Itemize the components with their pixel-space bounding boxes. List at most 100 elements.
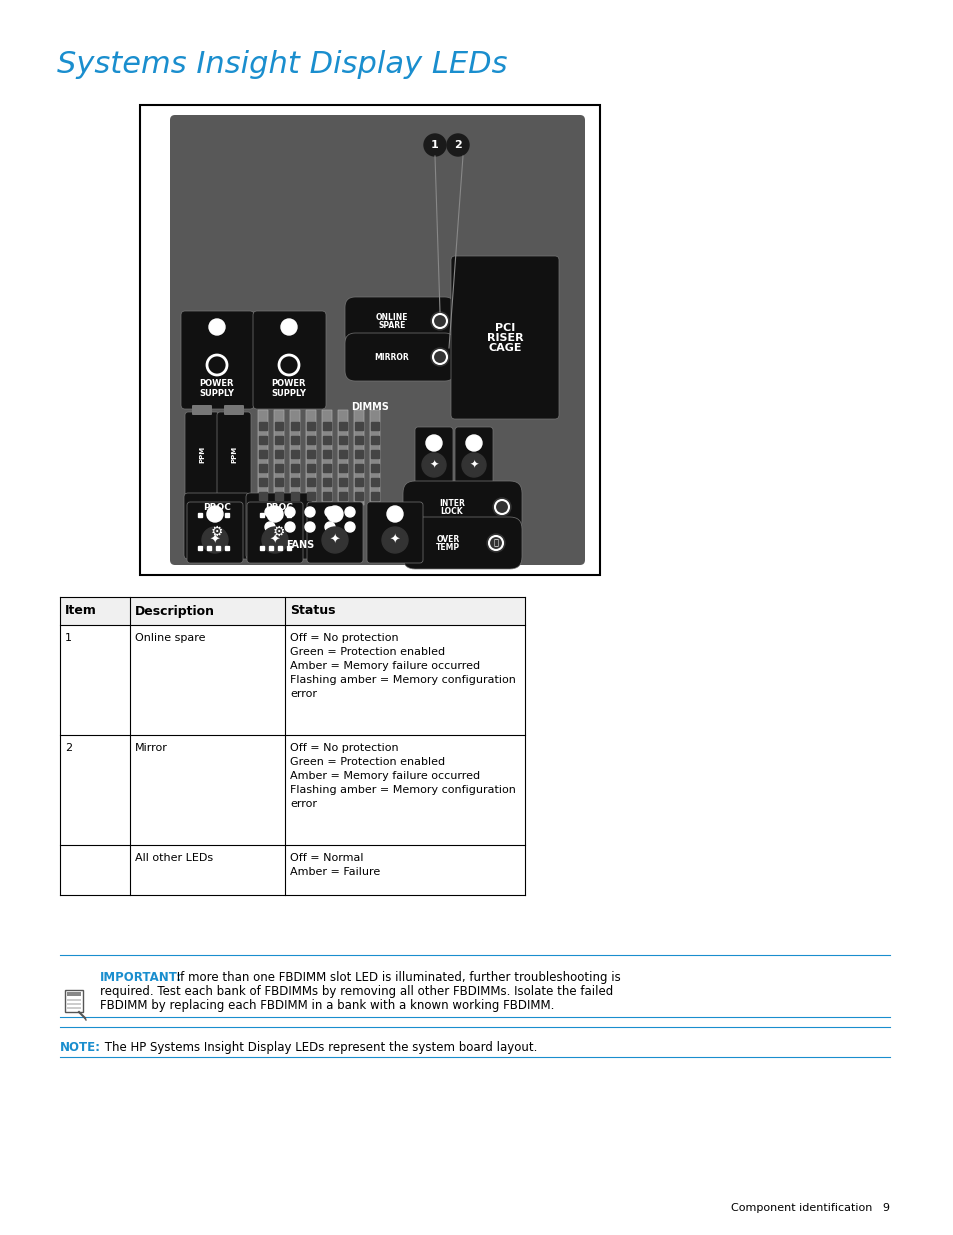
Bar	[258, 478, 267, 487]
Circle shape	[325, 522, 335, 532]
Text: ✦: ✦	[469, 459, 478, 471]
Circle shape	[285, 508, 294, 517]
Text: Systems Insight Display LEDs: Systems Insight Display LEDs	[57, 49, 507, 79]
Text: PPM: PPM	[231, 446, 236, 463]
Bar	[274, 422, 283, 430]
Text: Green = Protection enabled: Green = Protection enabled	[290, 757, 445, 767]
FancyBboxPatch shape	[451, 256, 558, 419]
FancyBboxPatch shape	[402, 480, 521, 534]
Text: Online spare: Online spare	[135, 634, 205, 643]
Bar	[258, 422, 267, 430]
Text: ✦: ✦	[270, 534, 280, 547]
Text: FANS: FANS	[286, 540, 314, 550]
Text: PCI: PCI	[495, 324, 515, 333]
Text: RISER: RISER	[486, 333, 523, 343]
FancyBboxPatch shape	[345, 296, 455, 345]
Bar	[291, 464, 298, 472]
Circle shape	[209, 319, 225, 335]
FancyBboxPatch shape	[274, 410, 284, 505]
Circle shape	[305, 522, 314, 532]
Text: OVER: OVER	[436, 535, 459, 543]
Bar	[371, 478, 378, 487]
Text: ONLINE: ONLINE	[375, 312, 408, 321]
Bar	[287, 546, 291, 550]
Text: FBDIMM by replacing each FBDIMM in a bank with a known working FBDIMM.: FBDIMM by replacing each FBDIMM in a ban…	[100, 999, 554, 1011]
Bar	[323, 422, 331, 430]
FancyBboxPatch shape	[345, 333, 455, 382]
Text: INTER: INTER	[438, 499, 464, 508]
Text: Status: Status	[290, 604, 335, 618]
Text: ✦: ✦	[210, 534, 220, 547]
Text: Green = Protection enabled: Green = Protection enabled	[290, 647, 445, 657]
Bar	[355, 422, 363, 430]
Bar	[291, 492, 298, 500]
Text: If more than one FBDIMM slot LED is illuminated, further troubleshooting is: If more than one FBDIMM slot LED is illu…	[172, 971, 620, 984]
Circle shape	[267, 506, 283, 522]
FancyBboxPatch shape	[322, 410, 332, 505]
Text: Off = Normal: Off = Normal	[290, 853, 363, 863]
Bar	[258, 464, 267, 472]
Text: ✦: ✦	[330, 534, 340, 547]
FancyBboxPatch shape	[192, 493, 212, 503]
Bar	[338, 450, 347, 458]
Bar	[371, 422, 378, 430]
Bar	[225, 546, 229, 550]
FancyBboxPatch shape	[307, 501, 363, 563]
Text: Component identification   9: Component identification 9	[730, 1203, 889, 1213]
Bar	[67, 1003, 81, 1005]
Bar	[307, 464, 314, 472]
Bar	[355, 492, 363, 500]
FancyBboxPatch shape	[185, 412, 219, 496]
Bar	[355, 436, 363, 445]
Text: ⚙: ⚙	[273, 525, 285, 538]
Bar	[260, 546, 264, 550]
Circle shape	[265, 508, 274, 517]
Text: IMPORTANT:: IMPORTANT:	[100, 971, 182, 984]
FancyBboxPatch shape	[370, 410, 379, 505]
Bar	[371, 450, 378, 458]
Text: All other LEDs: All other LEDs	[135, 853, 213, 863]
Bar	[274, 492, 283, 500]
Bar	[207, 546, 211, 550]
FancyBboxPatch shape	[455, 427, 493, 488]
Bar	[287, 513, 291, 517]
Text: NOTE:: NOTE:	[60, 1041, 101, 1053]
Circle shape	[202, 527, 228, 553]
Circle shape	[327, 506, 343, 522]
Bar	[260, 513, 264, 517]
Bar	[307, 450, 314, 458]
Text: Item: Item	[65, 604, 97, 618]
Bar	[277, 546, 282, 550]
Text: Off = No protection: Off = No protection	[290, 634, 398, 643]
Text: SPARE: SPARE	[378, 321, 405, 331]
FancyBboxPatch shape	[184, 493, 250, 559]
FancyBboxPatch shape	[306, 410, 315, 505]
FancyBboxPatch shape	[192, 405, 212, 415]
Bar	[60, 625, 524, 735]
Circle shape	[421, 453, 446, 477]
Bar	[291, 450, 298, 458]
Circle shape	[262, 527, 288, 553]
FancyBboxPatch shape	[181, 311, 253, 409]
Bar	[291, 422, 298, 430]
FancyBboxPatch shape	[224, 405, 244, 415]
Circle shape	[325, 508, 335, 517]
Circle shape	[447, 135, 469, 156]
Bar	[67, 992, 81, 995]
Circle shape	[281, 319, 296, 335]
Bar	[371, 492, 378, 500]
Text: 2: 2	[454, 140, 461, 149]
Bar	[198, 513, 202, 517]
Bar	[140, 105, 599, 576]
Bar	[355, 478, 363, 487]
Bar	[371, 436, 378, 445]
Text: error: error	[290, 799, 316, 809]
Text: Amber = Memory failure occurred: Amber = Memory failure occurred	[290, 661, 479, 671]
Circle shape	[285, 522, 294, 532]
Bar	[291, 478, 298, 487]
Bar	[323, 464, 331, 472]
Bar	[307, 492, 314, 500]
Text: DIMMS: DIMMS	[351, 403, 389, 412]
FancyBboxPatch shape	[216, 412, 251, 496]
Text: 1: 1	[431, 140, 438, 149]
